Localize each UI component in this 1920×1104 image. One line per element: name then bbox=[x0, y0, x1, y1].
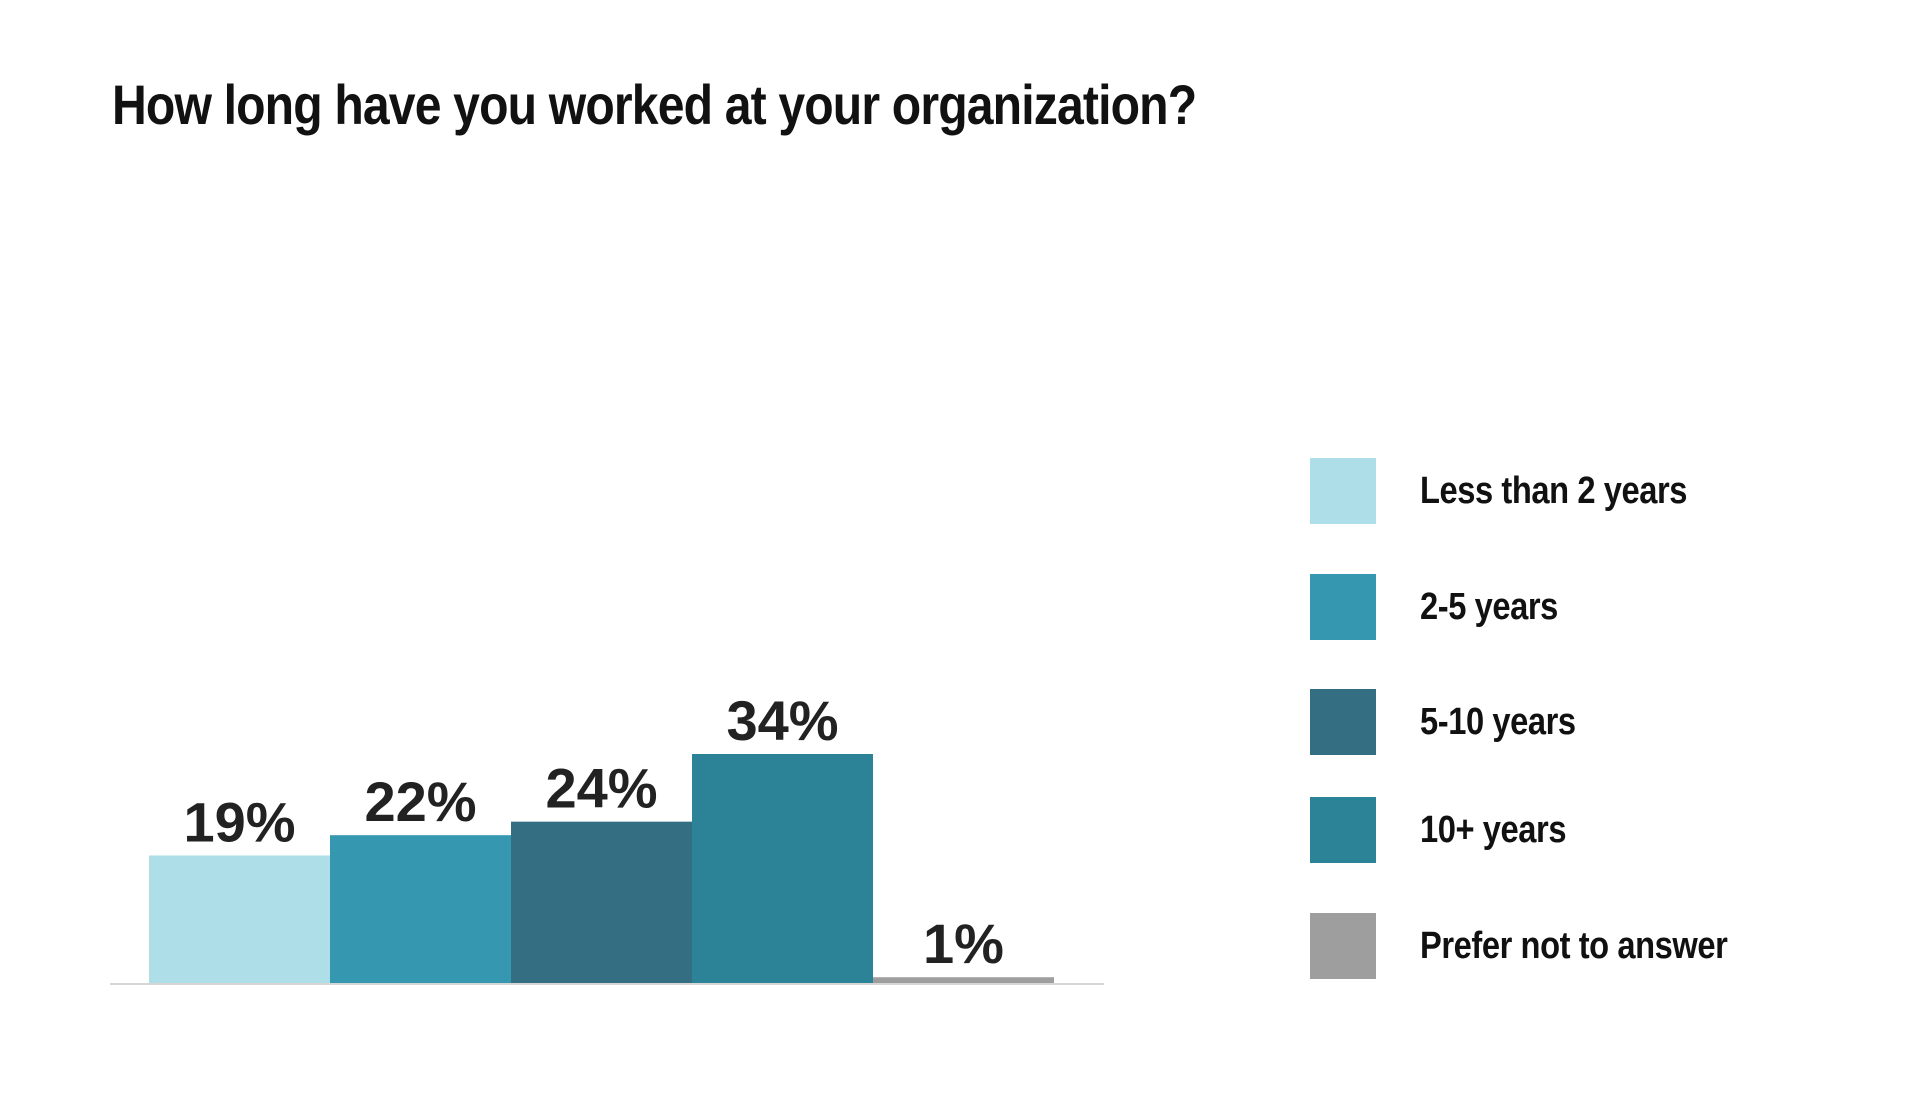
legend-swatch bbox=[1310, 797, 1376, 863]
chart-title: How long have you worked at your organiz… bbox=[112, 73, 1197, 136]
data-label-prefer-not-to-answer: 1% bbox=[923, 912, 1004, 975]
legend-label: 5-10 years bbox=[1420, 700, 1576, 743]
legend: Less than 2 years 2-5 years 5-10 years 1… bbox=[1310, 458, 1777, 1029]
legend-item-10-plus-years: 10+ years bbox=[1310, 797, 1777, 863]
legend-label: Less than 2 years bbox=[1420, 469, 1688, 512]
data-label-10-plus-years: 34% bbox=[726, 689, 838, 752]
bar-10-plus-years bbox=[692, 754, 873, 984]
legend-label: Prefer not to answer bbox=[1420, 924, 1728, 967]
bar-5-10-years bbox=[511, 821, 692, 984]
legend-label: 2-5 years bbox=[1420, 585, 1558, 628]
bar-prefer-not-to-answer bbox=[873, 977, 1054, 984]
legend-swatch bbox=[1310, 689, 1376, 755]
legend-item-2-5-years: 2-5 years bbox=[1310, 574, 1777, 640]
data-label-less-than-2-years: 19% bbox=[183, 790, 295, 853]
legend-swatch bbox=[1310, 458, 1376, 524]
legend-item-prefer-not-to-answer: Prefer not to answer bbox=[1310, 913, 1777, 979]
data-label-2-5-years: 22% bbox=[364, 770, 476, 833]
bar-less-than-2-years bbox=[149, 855, 330, 984]
bars-group bbox=[149, 754, 1054, 984]
bar-2-5-years bbox=[330, 835, 511, 984]
legend-item-5-10-years: 5-10 years bbox=[1310, 689, 1777, 755]
legend-swatch bbox=[1310, 913, 1376, 979]
legend-label: 10+ years bbox=[1420, 808, 1567, 851]
legend-swatch bbox=[1310, 574, 1376, 640]
data-label-5-10-years: 24% bbox=[545, 757, 657, 820]
bar-labels-group: 19% 22% 24% 34% 1% bbox=[183, 689, 1004, 975]
legend-item-less-than-2-years: Less than 2 years bbox=[1310, 458, 1777, 524]
